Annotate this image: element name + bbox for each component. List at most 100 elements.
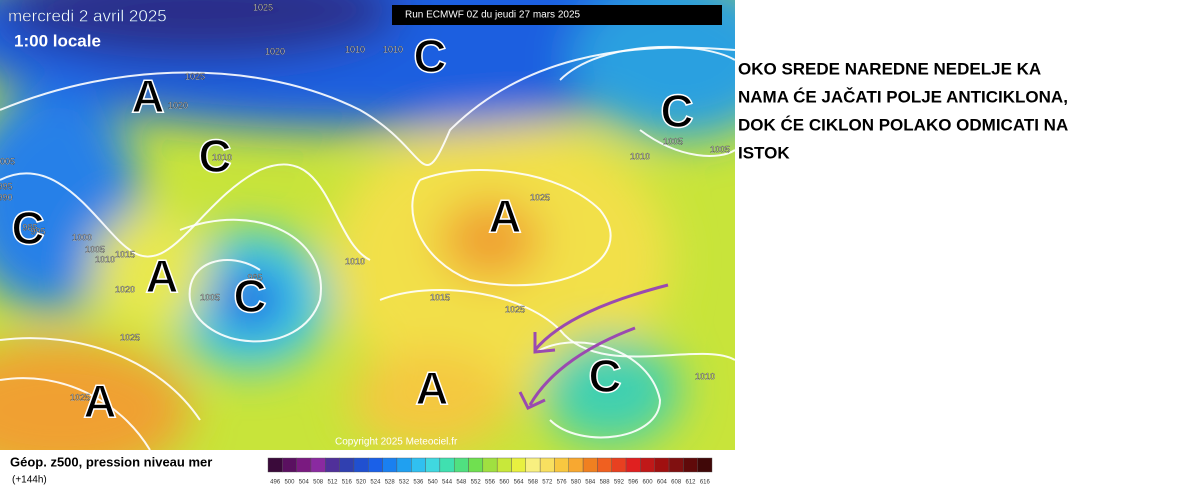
note-line: DOK ĆE CIKLON POLAKO ODMICATI NA [738, 115, 1068, 134]
pressure-label: 995 [30, 226, 45, 236]
scale-label: 596 [628, 480, 639, 486]
pressure-label: 1025 [530, 192, 550, 202]
pressure-label: 1005 [85, 244, 105, 254]
scale-swatch [668, 457, 684, 473]
scale-label: 540 [428, 480, 439, 486]
pressure-center: C [11, 202, 44, 254]
note-line: ISTOK [738, 143, 790, 162]
scale-swatch [511, 457, 527, 473]
scale-label: 496 [270, 480, 281, 486]
pressure-label: 985 [22, 222, 37, 232]
scale-swatch [640, 457, 655, 473]
scale-label: 536 [413, 480, 424, 486]
scale-swatch [425, 457, 441, 473]
scale-swatch [411, 457, 426, 473]
scale-label: 564 [514, 480, 525, 486]
pressure-label: 1005 [663, 136, 683, 146]
scale-label: 520 [356, 480, 367, 486]
scale-swatch [697, 457, 713, 473]
pressure-label: 1005 [0, 156, 15, 166]
pressure-label: 1015 [430, 292, 450, 302]
scale-swatch [439, 457, 455, 473]
scale-swatch [525, 457, 541, 473]
scale-label: 532 [399, 480, 410, 486]
note-line: OKO SREDE NAREDNE NEDELJE KA [738, 59, 1041, 78]
scale-swatch [496, 457, 512, 473]
scale-swatch [568, 457, 584, 473]
arrows [518, 283, 669, 410]
pressure-label: 1025 [185, 71, 205, 81]
scale-label: 608 [671, 480, 682, 486]
scale-label: 580 [571, 480, 582, 486]
scale-label: 556 [485, 480, 496, 486]
scale-swatch [325, 457, 340, 473]
legend-title: Géop. z500, pression niveau mer [10, 454, 212, 469]
scale-swatch [654, 457, 670, 473]
scale-swatch [353, 457, 369, 473]
scale-swatch [267, 457, 283, 473]
scale-label: 512 [327, 480, 338, 486]
pressure-center: C [233, 270, 266, 322]
run-banner [392, 5, 722, 25]
pressure-label: 1020 [168, 100, 188, 110]
scale-label: 528 [385, 480, 396, 486]
scale-swatch [554, 457, 569, 473]
pressure-label: 1025 [70, 392, 90, 402]
scale-swatch [468, 457, 484, 473]
scale-label: 572 [542, 480, 553, 486]
scale-label: 516 [342, 480, 353, 486]
pressure-center: A [488, 190, 521, 242]
pressure-label: 1010 [345, 44, 365, 54]
scale-swatch [310, 457, 326, 473]
scale-label: 616 [700, 480, 711, 486]
scale-label: 504 [299, 480, 310, 486]
scale-label: 576 [557, 480, 568, 486]
pressure-label: 1010 [695, 371, 715, 381]
pressure-label: 1005 [200, 292, 220, 302]
scale-swatch [368, 457, 383, 473]
pressure-label: 985 [247, 272, 262, 282]
pressure-labels: 1025102010251020101010101010100599599098… [0, 2, 730, 402]
scale-label: 544 [442, 480, 453, 486]
pressure-center: A [83, 375, 116, 427]
note-line: NAMA ĆE JAČATI POLJE ANTICIKLONA, [738, 87, 1068, 106]
scale-label: 560 [499, 480, 510, 486]
pressure-center: A [145, 250, 178, 302]
scale-swatch [611, 457, 627, 473]
scale-swatch [597, 457, 612, 473]
pressure-label: 1010 [383, 44, 403, 54]
note: OKO SREDE NAREDNE NEDELJE KA NAMA ĆE JAČA… [738, 59, 1068, 162]
field [0, 0, 735, 450]
time: 1:00 locale [14, 31, 101, 50]
pressure-label: 1020 [265, 46, 285, 56]
scale-swatch [482, 457, 498, 473]
scale-label: 592 [614, 480, 625, 486]
scale-label: 548 [456, 480, 467, 486]
isobars [0, 45, 735, 450]
scale-label: 508 [313, 480, 324, 486]
scale-swatch [296, 457, 312, 473]
scale-label: 584 [585, 480, 596, 486]
pressure-label: 1010 [95, 254, 115, 264]
pressure-center: C [198, 130, 231, 182]
scale-swatch [582, 457, 598, 473]
scale-label: 604 [657, 480, 668, 486]
scale-label: 524 [370, 480, 381, 486]
pressure-label: 1025 [253, 2, 273, 12]
scale-swatch [339, 457, 355, 473]
pressure-label: 1005 [710, 144, 730, 154]
scale-label: 500 [284, 480, 295, 486]
scale-label: 612 [686, 480, 697, 486]
scale-swatch [453, 457, 469, 473]
scale-label: 568 [528, 480, 539, 486]
scale-swatch [683, 457, 698, 473]
map [0, 0, 735, 450]
pressure-label: 995 [0, 181, 13, 191]
scale-swatch [382, 457, 398, 473]
scale-label: 552 [471, 480, 482, 486]
color-scale: 496 500 504 508 512 516 520 524 528 532 536 540 544 5… [267, 457, 713, 486]
pressure-label: 1015 [115, 249, 135, 259]
copyright: Copyright 2025 Meteociel.fr [335, 437, 458, 448]
